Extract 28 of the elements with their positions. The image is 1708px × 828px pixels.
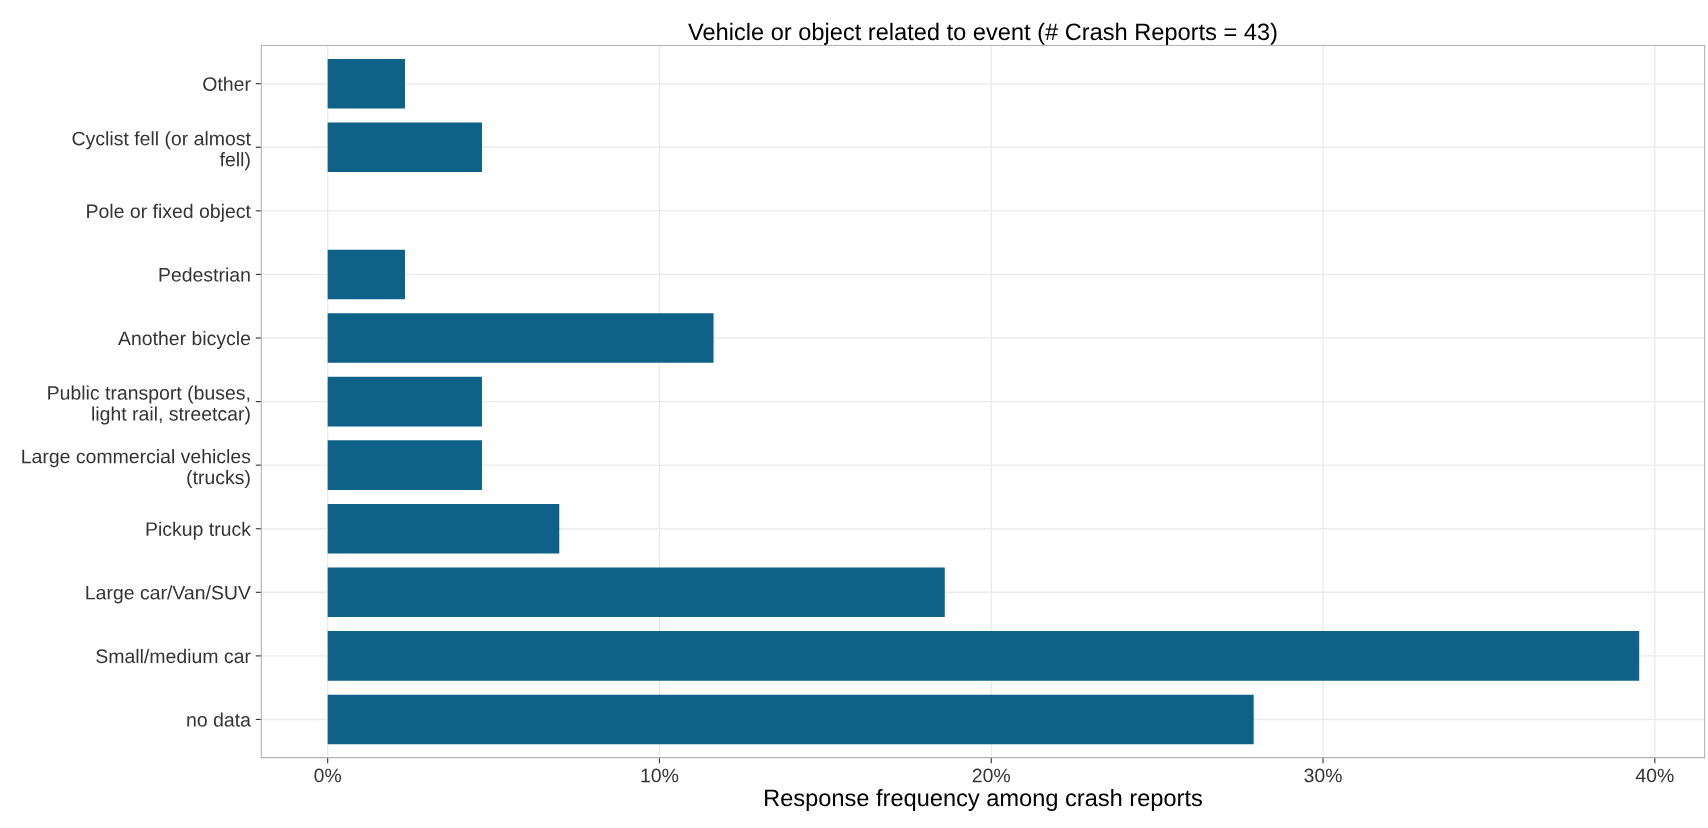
- chart-title: Vehicle or object related to event (# Crash Reports = 43): [688, 22, 1277, 45]
- bar: [327, 122, 482, 173]
- bar: [327, 58, 405, 109]
- bar: [327, 313, 714, 363]
- y-tick-label: Other: [203, 76, 251, 91]
- y-tick-label: no data: [187, 712, 251, 727]
- x-tick-label: 0%: [314, 768, 342, 783]
- x-axis-title: Response frequency among crash reports: [765, 788, 1202, 811]
- y-tick-label: Large commercial vehicles (trucks): [22, 449, 251, 489]
- y-tick-label: Pole or fixed object: [87, 203, 251, 222]
- bar: [327, 440, 482, 490]
- y-tick-label: Pickup truck: [146, 521, 251, 540]
- x-tick-label: 10%: [641, 768, 679, 783]
- bar: [327, 631, 1640, 681]
- x-tick-label: 30%: [1304, 768, 1342, 783]
- bar: [327, 503, 560, 554]
- y-tick-label: Cyclist fell (or almost fell): [72, 131, 251, 171]
- y-tick-label: Pedestrian: [159, 267, 250, 282]
- bar: [327, 567, 945, 618]
- y-tick-label: Public transport (buses, light rail, streetcar): [48, 385, 250, 425]
- y-tick-label: Another bicycle: [118, 330, 251, 350]
- y-tick-label: Small/medium car: [96, 648, 251, 664]
- bar: [327, 376, 482, 427]
- bar: [327, 249, 405, 300]
- y-tick-label: Large car/Van/SUV: [86, 585, 251, 604]
- bar: [327, 694, 1254, 745]
- x-tick-label: 40%: [1635, 768, 1674, 783]
- x-tick-label: 20%: [972, 768, 1011, 783]
